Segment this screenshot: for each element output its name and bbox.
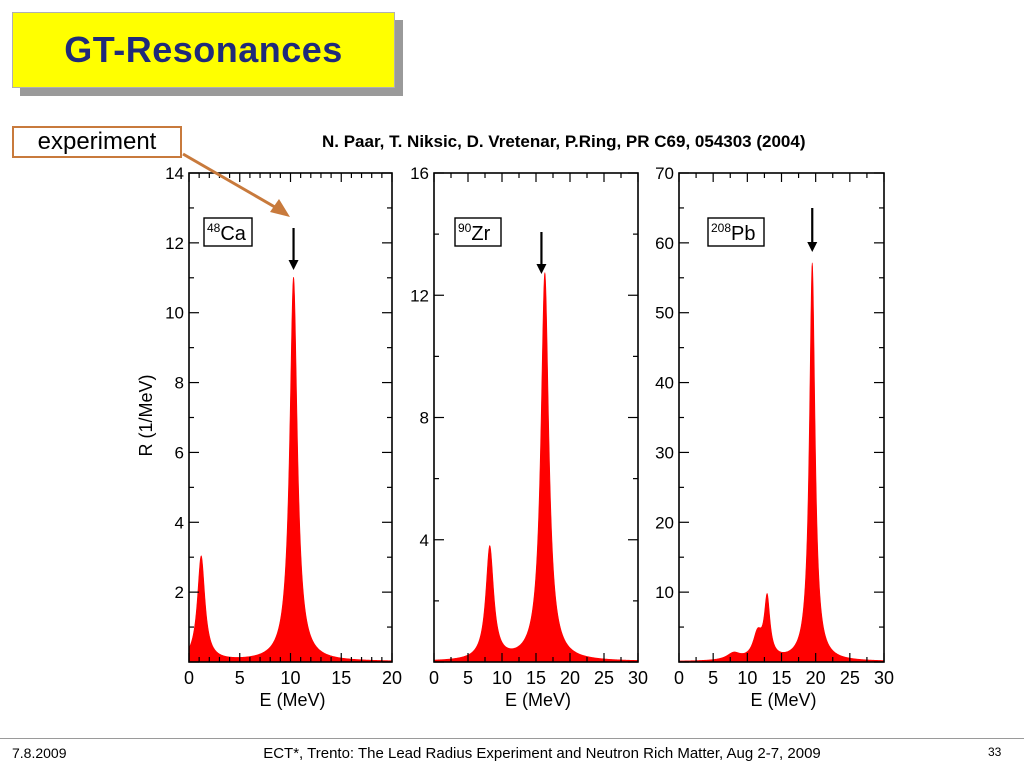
x-tick-label: 20 (560, 668, 580, 688)
peak-arrowhead (288, 260, 299, 270)
x-tick-label: 0 (184, 668, 194, 688)
y-tick-label: 60 (655, 234, 674, 253)
nucleus-label: 208Pb (711, 221, 756, 245)
y-tick-label: 2 (175, 583, 184, 602)
page-number: 33 (988, 745, 1002, 759)
x-tick-label: 15 (771, 668, 791, 688)
x-tick-label: 10 (737, 668, 757, 688)
x-tick-label: 5 (463, 668, 473, 688)
nucleus-label: 90Zr (458, 221, 491, 245)
x-axis-label: E (MeV) (259, 690, 325, 710)
footer-divider (0, 738, 1024, 739)
y-tick-label: 70 (655, 164, 674, 183)
y-tick-label: 6 (175, 443, 184, 462)
x-tick-label: 25 (594, 668, 614, 688)
y-tick-label: 40 (655, 374, 674, 393)
y-tick-label: 8 (175, 374, 184, 393)
peak-arrowhead (807, 242, 818, 252)
peak-arrowhead (536, 264, 547, 274)
footer-title: ECT*, Trento: The Lead Radius Experiment… (263, 745, 821, 762)
x-tick-label: 5 (708, 668, 718, 688)
x-tick-label: 0 (674, 668, 684, 688)
x-tick-label: 30 (874, 668, 894, 688)
nucleus-label-box (203, 217, 253, 247)
y-tick-label: 14 (165, 164, 184, 183)
title-box: GT-Resonances (12, 12, 395, 88)
x-tick-label: 10 (280, 668, 300, 688)
x-tick-label: 25 (840, 668, 860, 688)
y-tick-label: 30 (655, 443, 674, 462)
y-tick-label: 10 (165, 304, 184, 323)
spectrum-fill-zr (433, 272, 639, 663)
y-tick-label: 4 (420, 531, 429, 550)
y-tick-label: 20 (655, 513, 674, 532)
x-tick-label: 15 (526, 668, 546, 688)
page-title: GT-Resonances (64, 29, 343, 70)
nucleus-label-box (707, 217, 765, 247)
x-tick-label: 15 (331, 668, 351, 688)
experiment-label-box: experiment (12, 126, 182, 158)
y-tick-label: 50 (655, 304, 674, 323)
y-tick-label: 8 (420, 409, 429, 428)
spectrum-fill-pb (678, 262, 885, 663)
footer-date: 7.8.2009 (12, 745, 67, 761)
x-tick-label: 30 (628, 668, 648, 688)
x-axis-label: E (MeV) (750, 690, 816, 710)
y-tick-label: 16 (410, 164, 429, 183)
y-tick-label: 10 (655, 583, 674, 602)
spectrum-fill-ca (188, 277, 393, 663)
y-axis-label: R (1/MeV) (136, 374, 156, 456)
x-tick-label: 20 (382, 668, 402, 688)
experiment-pointer-arrow (182, 152, 281, 212)
citation: N. Paar, T. Niksic, D. Vretenar, P.Ring,… (322, 132, 806, 151)
experiment-label: experiment (37, 128, 157, 155)
nucleus-label-box (454, 217, 502, 247)
x-tick-label: 10 (492, 668, 512, 688)
experiment-pointer-arrowhead (270, 199, 290, 217)
x-tick-label: 5 (235, 668, 245, 688)
gt-resonance-charts: 0 5 10 15 20 2 4 6 8 10 12 14 E (MeV) R (1/MeV) 48Ca 0 5… (136, 152, 894, 710)
y-tick-label: 12 (165, 234, 184, 253)
x-tick-label: 0 (429, 668, 439, 688)
x-axis-label: E (MeV) (505, 690, 571, 710)
x-tick-label: 20 (806, 668, 826, 688)
nucleus-label: 48Ca (207, 221, 247, 245)
y-tick-label: 4 (175, 513, 184, 532)
y-tick-label: 12 (410, 286, 429, 305)
